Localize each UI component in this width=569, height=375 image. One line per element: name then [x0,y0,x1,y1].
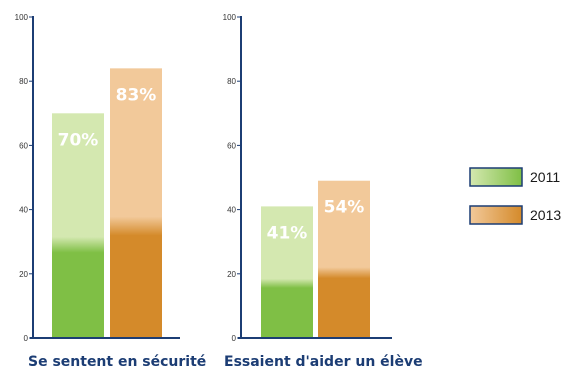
legend-label: 2011 [530,169,560,185]
plot-layer: 70% 83% 0 20 40 60 80 100 Se sentent en sécurité… [15,13,423,370]
y-tick-label: 20 [19,270,28,279]
y-tick-label: 40 [19,206,28,215]
legend-swatch [469,167,523,187]
bar-2011 [261,206,313,338]
legend-label: 2013 [530,207,561,223]
bar-value-label: 54% [324,198,365,218]
bar-2011 [52,113,104,338]
y-tick-label: 60 [227,141,236,150]
category-label: Essaient d'aider un élève [224,354,423,370]
y-tick-label: 80 [227,77,236,86]
y-tick-label: 80 [19,77,28,86]
y-tick-label: 0 [232,334,237,343]
y-tick-label: 20 [227,270,236,279]
legend-item-2011: 2011 [469,167,560,187]
y-tick-label: 40 [227,206,236,215]
y-tick-label: 60 [19,141,28,150]
legend-swatch [469,205,523,225]
bar-2013 [110,68,162,339]
legend: 2011 2013 [469,167,561,225]
y-tick-label: 100 [15,13,29,22]
category-label: Se sentent en sécurité [28,354,206,370]
bar-value-label: 70% [58,130,99,150]
bar-value-label: 83% [116,85,157,105]
legend-item-2013: 2013 [469,205,561,225]
panel-1: 70% 83% 0 20 40 60 80 100 Se sentent en sécurité [15,13,207,370]
panel-2: 41% 54% 0 20 40 60 80 100 Essaient d'aider un él… [223,13,423,370]
bar-2013 [318,180,370,338]
y-tick-label: 100 [223,13,237,22]
y-tick-label: 0 [24,334,29,343]
bar-value-label: 41% [267,223,308,243]
